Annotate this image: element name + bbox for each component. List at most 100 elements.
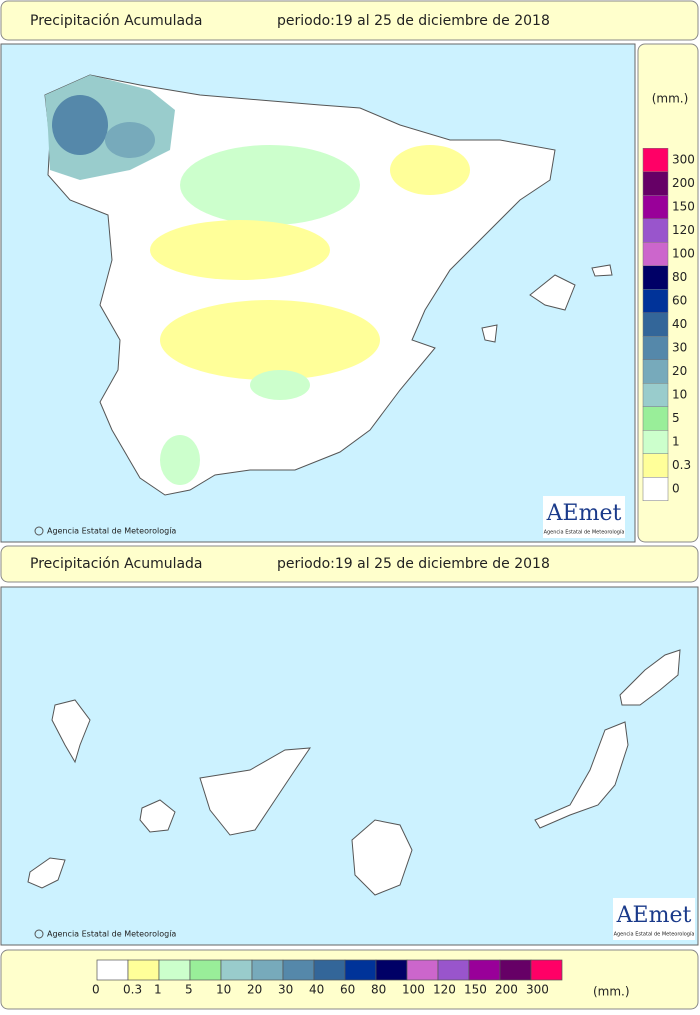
legend-label: 150 [672,200,695,214]
legend-swatch [282,959,315,981]
legend-label: 0.3 [123,983,142,997]
title: Precipitación Acumulada [30,13,203,29]
legend-swatch [251,959,284,981]
island [51,699,91,764]
precip-area [105,122,155,158]
legend-label: 10 [672,388,687,402]
legend-swatch [642,477,669,501]
logo: AEmet [616,903,692,928]
island [619,649,681,706]
legend-swatch [642,406,669,431]
legend-label: 120 [672,223,695,237]
legend-label: 60 [672,294,687,308]
legend-label: 0 [672,482,680,496]
precip-area [250,370,310,400]
copyright-icon [34,929,44,939]
legend-label: 100 [672,247,695,261]
legend-label: 10 [216,983,231,997]
legend-swatch [313,959,346,981]
legend-label: 5 [185,983,193,997]
island [199,747,312,836]
legend-swatch [344,959,377,981]
precip-area [160,435,200,485]
legend-swatch [642,336,669,360]
legend-swatch [220,959,253,981]
legend-swatch [642,383,669,407]
legend-swatch [642,312,669,337]
legend-swatch [642,453,669,478]
logo-box [613,898,695,940]
legend-unit: (mm.) [652,92,689,106]
legend-label: 80 [672,270,687,284]
title: Precipitación Acumulada [30,556,203,572]
legend-swatch [642,359,669,384]
legend-swatch [158,959,191,981]
precip-area [390,145,470,195]
legend-swatch [642,289,669,313]
legend-label: 0.3 [672,458,691,472]
period: periodo:19 al 25 de diciembre de 2018 [277,13,550,29]
legend-label: 200 [672,176,695,190]
legend-swatch [530,959,563,981]
legend-swatch [642,148,669,172]
logo-box [543,496,625,538]
legend-swatch [375,959,408,981]
legend-label: 20 [672,364,687,378]
legend-swatch [642,242,669,266]
legend-label: 200 [495,983,518,997]
legend-swatch [189,959,222,981]
header-bar [0,545,699,583]
legend-label: 300 [672,153,695,167]
legend-unit: (mm.) [593,985,630,999]
legend-swatch [499,959,532,981]
legend-swatch [642,218,669,243]
logo: AEmet [546,501,622,526]
island [481,324,498,343]
island [534,721,629,829]
legend-label: 60 [340,983,355,997]
legend-swatch [96,959,129,981]
legend-label: 30 [278,983,293,997]
logo-subtitle: Agencia Estatal de Meteorología [614,931,695,938]
horizontal-legend: 0 0.3 1 5 10 20 30 40 60 80 100 120 150 200 300 [92,959,563,997]
logo-subtitle: Agencia Estatal de Meteorología [544,529,625,536]
legend-label: 5 [672,411,680,425]
legend-swatch [437,959,470,981]
legend-label: 300 [526,983,549,997]
vertical-legend: 0 0.3 1 5 10 20 30 40 60 80 100 120 150 200 300 [642,148,695,501]
legend-swatch [642,430,669,454]
legend-label: 40 [672,317,687,331]
legend-swatch [642,265,669,290]
legend-swatch [468,959,501,981]
period: periodo:19 al 25 de diciembre de 2018 [277,556,550,572]
island [139,799,176,833]
legend-label: 20 [247,983,262,997]
legend-swatch [642,195,669,219]
island [591,264,613,277]
legend-label: 120 [433,983,456,997]
precip-area [52,95,108,155]
legend-label: 80 [371,983,386,997]
legend-label: 100 [402,983,425,997]
precip-area [180,145,360,225]
legend-swatch [406,959,439,981]
credit: Agencia Estatal de Meteorología [47,527,176,536]
precip-area [150,220,330,280]
map-panel [0,586,699,946]
island [529,274,576,311]
island [351,819,413,896]
credit: Agencia Estatal de Meteorología [47,930,176,939]
legend-swatch [127,959,160,981]
legend-label: 1 [154,983,162,997]
legend-label: 1 [672,435,680,449]
legend-label: 0 [92,983,100,997]
island [27,857,66,889]
legend-label: 30 [672,341,687,355]
legend-label: 40 [309,983,324,997]
header-bar [0,0,699,41]
precip-area [160,300,380,380]
legend-swatch [642,171,669,196]
legend-label: 150 [464,983,487,997]
copyright-icon [34,526,44,536]
